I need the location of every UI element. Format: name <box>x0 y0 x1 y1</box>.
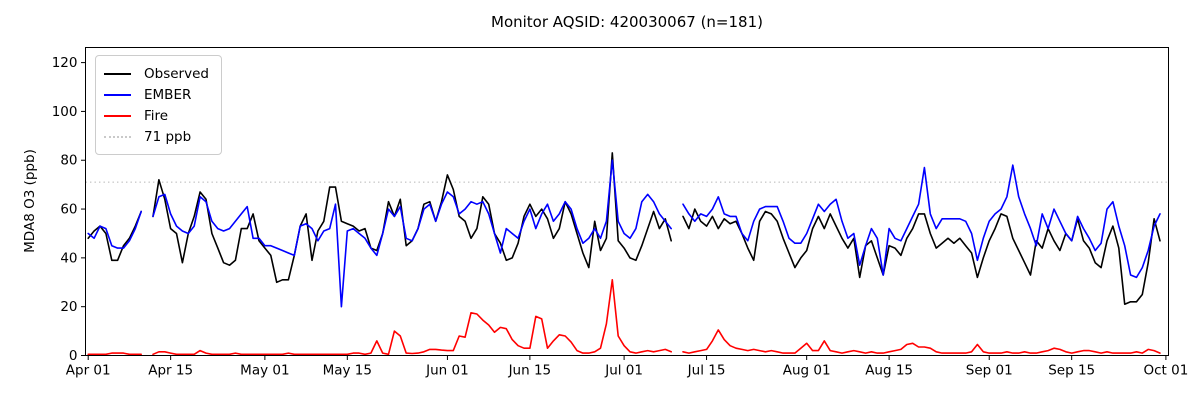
x-tick-label: Jul 15 <box>687 363 726 379</box>
y-tick-label: 40 <box>60 250 77 266</box>
series-line-observed <box>87 152 1161 305</box>
legend-item-ember: EMBER <box>104 84 209 105</box>
series-line-fire <box>87 279 1161 356</box>
ember-line-swatch <box>104 93 131 96</box>
legend-item-threshold: 71 ppb <box>104 126 209 147</box>
x-tick-label: Aug 01 <box>783 363 831 379</box>
chart-title: Monitor AQSID: 420030067 (n=181) <box>491 13 763 31</box>
y-axis-label: MDA8 O3 (ppb) <box>22 149 38 253</box>
series-line-ember <box>87 159 1161 308</box>
legend-item-fire: Fire <box>104 105 209 126</box>
legend-label-fire: Fire <box>144 107 169 124</box>
x-tick-label: Sep 01 <box>966 363 1013 379</box>
x-tick-label: Jul 01 <box>604 363 643 379</box>
fire-line-swatch <box>104 114 131 117</box>
x-tick-label: May 15 <box>323 363 372 379</box>
y-tick-label: 60 <box>60 202 77 218</box>
legend-label-observed: Observed <box>144 65 209 82</box>
x-tick-label: Sep 15 <box>1048 363 1095 379</box>
legend-label-ember: EMBER <box>144 86 192 103</box>
x-tick-label: Apr 01 <box>66 363 111 379</box>
legend-item-observed: Observed <box>104 63 209 84</box>
y-tick-label: 20 <box>60 299 77 315</box>
x-tick-label: May 01 <box>240 363 289 379</box>
x-tick-label: Oct 01 <box>1143 363 1188 379</box>
threshold-line-swatch <box>104 135 131 138</box>
legend: Observed EMBER Fire 71 ppb <box>95 55 222 155</box>
plot-border <box>85 47 1169 356</box>
x-tick-label: Aug 15 <box>865 363 913 379</box>
x-tick-label: Apr 15 <box>148 363 193 379</box>
y-tick-label: 100 <box>52 104 78 120</box>
legend-label-threshold: 71 ppb <box>144 128 192 145</box>
x-tick-label: Jun 01 <box>425 363 469 379</box>
y-tick-label: 80 <box>60 153 77 169</box>
y-tick-label: 120 <box>52 55 78 71</box>
observed-line-swatch <box>104 72 131 75</box>
y-tick-label: 0 <box>69 348 78 364</box>
x-tick-label: Jun 15 <box>508 363 552 379</box>
